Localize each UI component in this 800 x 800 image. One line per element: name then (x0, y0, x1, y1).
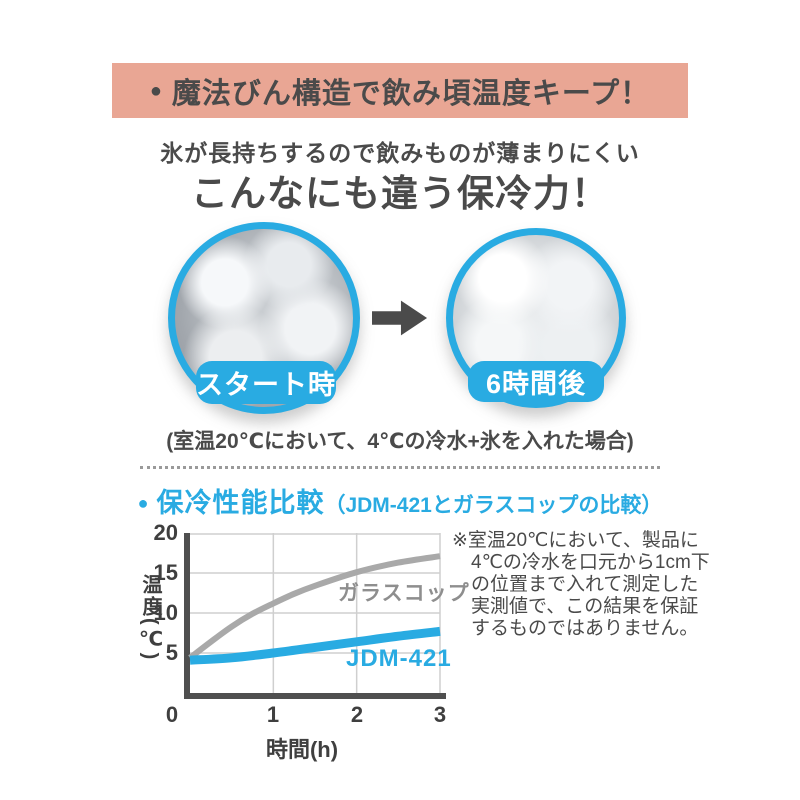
page-title: こんなにも違う保冷力！ (191, 173, 609, 214)
section-header: ● 保冷性能比較（JDM-421とガラスコップの比較） (0, 481, 800, 520)
dotted-divider (140, 466, 660, 469)
subtitle: 氷が長持ちするので飲みものが薄まりにくい (160, 140, 640, 166)
chart-svg (188, 533, 441, 693)
section-bullet-icon: ● (137, 493, 149, 513)
x-tick-2: 2 (350, 702, 364, 727)
y-tick-5: 5 (165, 640, 178, 665)
y-tick-15: 15 (153, 560, 178, 585)
section-subtitle: （JDM-421とガラスコップの比較） (324, 494, 663, 517)
x-tick-1: 1 (266, 702, 280, 727)
arrow-right-icon (372, 300, 428, 336)
top-banner: ● 魔法びん構造で飲み頃温度キープ！ (112, 63, 688, 118)
series-label-jdm421: JDM-421 (346, 645, 452, 672)
y-axis-label: 温度(℃) (139, 574, 161, 662)
measurement-note: ※室温20℃において、製品に4℃の冷水を口元から1cm下の位置まで入れて測定した… (452, 530, 710, 639)
x-axis-label: 時間(h) (265, 737, 339, 762)
y-tick-20: 20 (153, 520, 178, 545)
cooling-performance-chart: 温度(℃) 20 15 10 5 ガラスコップ JDM-421 0 1 2 3 … (112, 520, 710, 765)
banner-label: 魔法びん構造で飲み頃温度キープ！ (171, 77, 651, 110)
series-label-glass-cup: ガラスコップ (338, 582, 470, 605)
ice-comparison: スタート時 6時間後 (112, 222, 688, 422)
after-6h-badge: 6時間後 (468, 361, 604, 402)
start-time-badge: スタート時 (196, 361, 336, 404)
x-tick-3: 3 (433, 702, 447, 727)
chart-plot-area (184, 533, 446, 699)
bullet-icon: ● (149, 79, 162, 102)
condition-note: (室温20℃において、4℃の冷水+氷を入れた場合) (166, 430, 634, 453)
y-tick-10: 10 (153, 600, 178, 625)
x-tick-0: 0 (165, 702, 179, 727)
section-title: 保冷性能比較 (156, 488, 325, 518)
